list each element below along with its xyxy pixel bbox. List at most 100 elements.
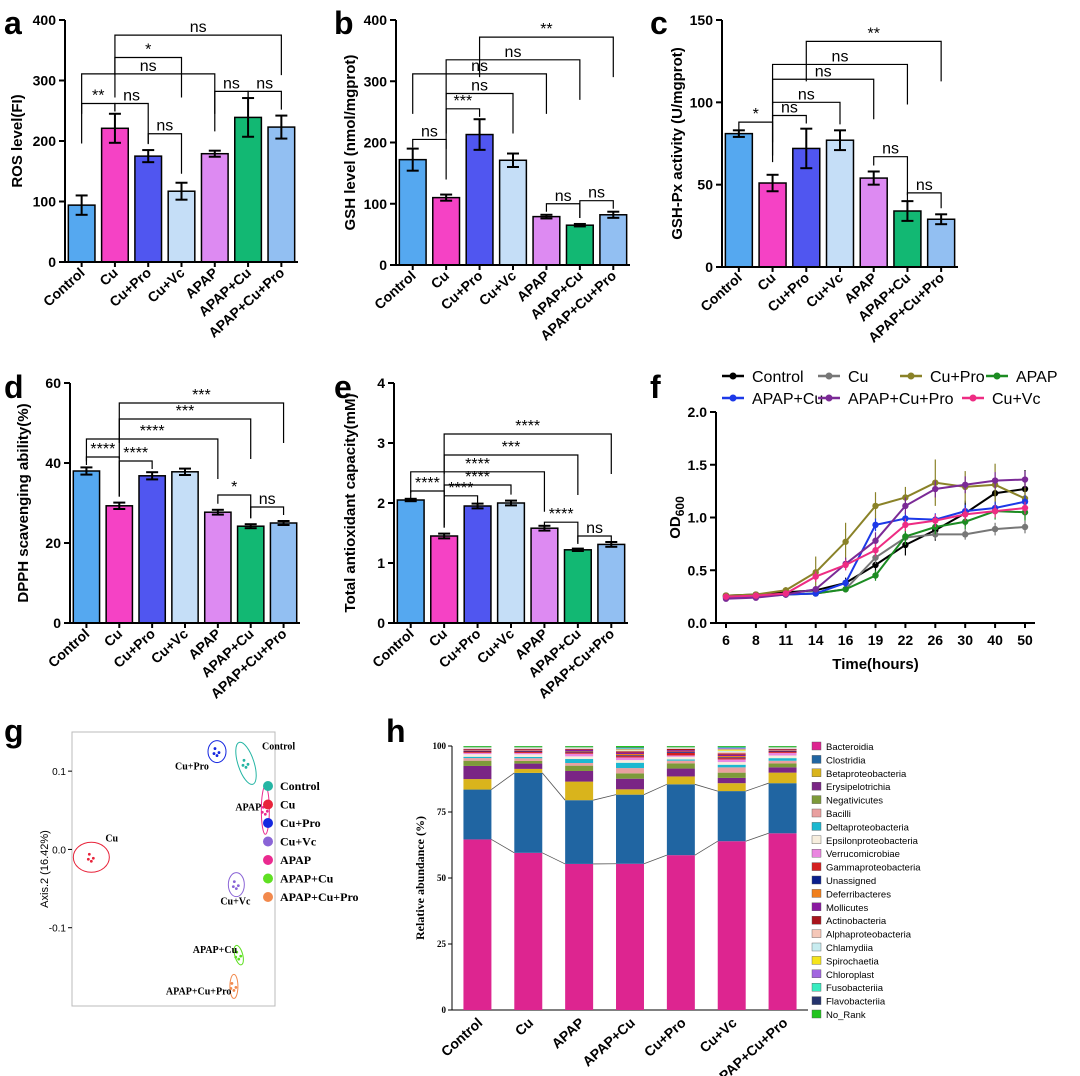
legend-label: Bacilli bbox=[826, 809, 851, 820]
legend-marker bbox=[993, 372, 1001, 380]
connector-line bbox=[542, 852, 566, 865]
y-tick-label: 200 bbox=[33, 133, 57, 149]
stack-segment bbox=[666, 746, 695, 747]
data-point bbox=[842, 538, 849, 545]
legend-swatch bbox=[811, 808, 822, 818]
data-point bbox=[752, 592, 760, 599]
group-ellipse bbox=[207, 740, 227, 764]
significance-bracket bbox=[114, 56, 183, 98]
bar-c-1 bbox=[758, 182, 787, 268]
stack-segment bbox=[768, 750, 797, 752]
sample-point bbox=[242, 758, 246, 762]
legend-swatch bbox=[811, 849, 822, 858]
bar-b-3 bbox=[498, 159, 528, 266]
stack-segment bbox=[565, 752, 594, 754]
significance-label: ns bbox=[916, 177, 933, 194]
legend-marker bbox=[263, 799, 273, 810]
legend-label: Epsilonproteobacteria bbox=[826, 836, 919, 847]
x-tick-label: Cu bbox=[96, 264, 121, 288]
stack-segment bbox=[666, 747, 695, 749]
y-tick-label: 0.1 bbox=[52, 767, 66, 778]
bar-c-0 bbox=[724, 132, 754, 268]
stack-segment bbox=[616, 760, 644, 763]
stack-segment bbox=[514, 748, 543, 750]
sample-point bbox=[234, 955, 238, 959]
bar-b-6 bbox=[599, 214, 628, 266]
significance-label: ns bbox=[882, 141, 899, 158]
legend-swatch bbox=[811, 983, 822, 992]
stack-segment bbox=[565, 781, 594, 801]
stack-segment bbox=[463, 758, 492, 761]
legend-swatch bbox=[811, 768, 822, 777]
significance-bracket bbox=[443, 484, 512, 525]
x-tick-label: Cu bbox=[512, 1014, 537, 1038]
stack-segment bbox=[463, 839, 492, 1010]
legend-label: Mollicutes bbox=[826, 903, 868, 914]
bar-a-3 bbox=[167, 190, 196, 263]
bar-c-4 bbox=[859, 177, 888, 268]
stack-segment bbox=[717, 747, 746, 749]
data-point bbox=[991, 507, 999, 515]
connector-line bbox=[694, 840, 718, 856]
legend-label: Control bbox=[280, 779, 320, 793]
panel-f: f 0.0 0.5 1.0 1.5 2.0 6 8 11 14 16 19 22 26 30 40 50 Time… bbox=[650, 369, 1058, 673]
bar-e-2 bbox=[463, 505, 492, 624]
stack-segment bbox=[768, 772, 797, 784]
legend-swatch bbox=[811, 1009, 822, 1019]
stack-segment bbox=[514, 756, 543, 759]
x-tick-label: Cu+Vc bbox=[803, 269, 847, 310]
significance-label: *** bbox=[192, 387, 211, 404]
x-tick-label: Control bbox=[697, 269, 745, 314]
significance-label: ns bbox=[156, 118, 173, 135]
stack-segment bbox=[565, 749, 594, 752]
significance-label: **** bbox=[415, 475, 440, 492]
legend-marker bbox=[263, 781, 273, 791]
legend-swatch bbox=[811, 795, 822, 804]
stack-segment bbox=[565, 748, 594, 750]
legend-label: APAP+Cu+Pro bbox=[848, 391, 954, 408]
stack-segment bbox=[666, 755, 695, 757]
x-tick-label: 16 bbox=[838, 632, 854, 648]
y-axis-label: DPPH scavenging ability(%) bbox=[15, 403, 32, 602]
stack-segment bbox=[463, 748, 492, 750]
bar-b-5 bbox=[565, 224, 594, 266]
significance-label: ns bbox=[798, 86, 815, 103]
stack-segment bbox=[616, 753, 644, 756]
stack-segment bbox=[768, 760, 797, 764]
stack-segment bbox=[768, 783, 797, 834]
panel-letter-h: h bbox=[386, 713, 406, 749]
significance-label: **** bbox=[123, 445, 148, 462]
stack-segment bbox=[768, 763, 797, 768]
y-tick-label: 4 bbox=[377, 375, 385, 391]
bar-d-0 bbox=[72, 470, 101, 624]
y-tick-label: 20 bbox=[45, 535, 61, 551]
legend-marker bbox=[729, 394, 737, 402]
stack-segment bbox=[717, 746, 746, 747]
stack-segment bbox=[717, 750, 746, 753]
legend-swatch bbox=[811, 902, 822, 911]
stack-segment bbox=[565, 748, 594, 749]
legend-label: Erysipelotrichia bbox=[826, 782, 891, 793]
sample-point bbox=[244, 765, 248, 769]
y-tick-label: 1 bbox=[377, 555, 385, 571]
stack-segment bbox=[666, 756, 695, 760]
legend-label: Chlamydiia bbox=[826, 943, 874, 954]
stack-segment bbox=[616, 789, 644, 795]
stack-segment bbox=[717, 757, 746, 759]
significance-bracket bbox=[771, 101, 841, 143]
data-point bbox=[872, 521, 879, 529]
significance-bracket bbox=[543, 521, 579, 543]
stack-segment bbox=[514, 749, 543, 751]
panel-letter-d: d bbox=[4, 369, 24, 405]
significance-label: ns bbox=[190, 19, 207, 36]
legend-label: Alphaproteobacteria bbox=[826, 930, 912, 941]
stack-segment bbox=[616, 747, 644, 749]
stack-segment bbox=[565, 770, 594, 782]
y-tick-label: 50 bbox=[697, 177, 713, 193]
connector-line bbox=[491, 772, 515, 790]
data-point bbox=[782, 590, 789, 597]
stack-segment bbox=[717, 759, 746, 763]
data-point bbox=[962, 481, 969, 488]
significance-label: **** bbox=[448, 480, 473, 497]
